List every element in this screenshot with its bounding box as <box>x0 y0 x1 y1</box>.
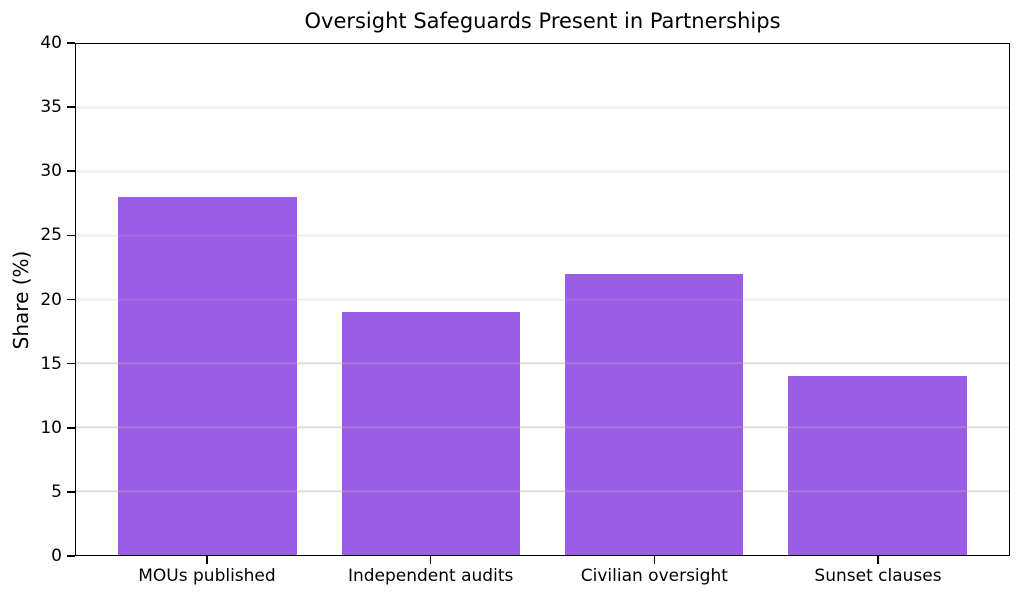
gridline <box>76 298 1009 301</box>
y-tick-mark <box>67 491 75 493</box>
y-tick-mark <box>67 298 75 301</box>
y-tick-label: 15 <box>40 353 62 374</box>
chart-title: Oversight Safeguards Present in Partners… <box>304 9 781 33</box>
bar-1 <box>118 197 297 555</box>
y-axis-label: Share (%) <box>9 250 33 350</box>
bar-2 <box>341 312 521 555</box>
x-tick-mark <box>206 556 208 564</box>
y-tick-mark <box>67 555 75 557</box>
gridline <box>76 362 1009 365</box>
x-tick-mark <box>877 556 879 564</box>
bar-3 <box>564 273 744 555</box>
y-tick-mark <box>67 106 75 108</box>
y-tick-label: 25 <box>40 225 62 246</box>
gridline <box>76 426 1009 428</box>
x-tick-mark <box>653 556 656 564</box>
y-tick-label: 0 <box>51 546 62 566</box>
bar-4 <box>788 376 967 555</box>
gridline <box>76 107 1009 109</box>
y-tick-label: 10 <box>40 417 62 438</box>
y-tick-label: 5 <box>51 481 62 502</box>
y-tick-mark <box>67 42 75 44</box>
y-tick-label: 40 <box>40 33 62 53</box>
y-tick-label: 30 <box>40 161 62 182</box>
gridline <box>76 490 1009 492</box>
y-tick-mark <box>67 362 75 365</box>
x-tick-label: Civilian oversight <box>580 566 728 586</box>
x-tick-mark <box>429 556 432 564</box>
x-tick-label: MOUs published <box>138 566 276 586</box>
gridline <box>76 234 1009 237</box>
x-tick-label: Sunset clauses <box>814 566 942 586</box>
y-tick-label: 35 <box>40 97 62 118</box>
x-tick-label: Independent audits <box>347 566 514 586</box>
gridline <box>76 171 1009 173</box>
plot-area <box>75 43 1010 556</box>
y-tick-mark <box>67 170 75 173</box>
y-tick-mark <box>67 234 75 237</box>
y-tick-mark <box>67 426 75 429</box>
